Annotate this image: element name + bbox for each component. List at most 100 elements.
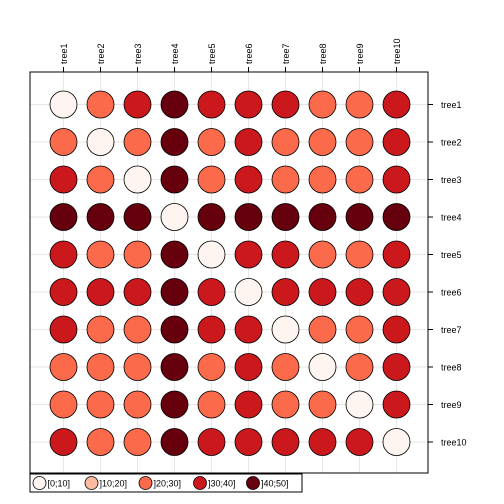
data-circle — [234, 90, 263, 119]
data-circle — [382, 90, 411, 119]
row-label: tree7 — [441, 325, 462, 335]
data-circle — [123, 240, 152, 269]
data-circle — [197, 353, 226, 381]
data-circle — [382, 390, 411, 419]
data-circle — [271, 390, 300, 419]
data-circle — [86, 128, 115, 156]
data-circle — [160, 240, 189, 269]
column-labels: tree1 tree2 tree3 tree4 tree5 tree6 tree7 tree8… — [59, 38, 402, 64]
legend-label: ]20;30] — [154, 479, 182, 489]
plot-frame — [29, 71, 429, 474]
data-circle — [271, 428, 300, 456]
data-circle — [197, 165, 226, 194]
row-label: tree5 — [441, 250, 462, 260]
data-circle — [308, 315, 337, 344]
data-circle — [49, 428, 78, 456]
data-circle — [308, 390, 337, 419]
data-circle — [308, 165, 337, 194]
data-circle — [345, 165, 374, 194]
data-circle — [234, 315, 263, 344]
legend-swatch — [138, 476, 153, 490]
row-label: tree2 — [441, 138, 462, 148]
data-circle — [308, 128, 337, 156]
data-circle — [234, 203, 263, 231]
column-label: tree2 — [96, 43, 106, 64]
column-label: tree8 — [318, 43, 328, 64]
row-label: tree4 — [441, 213, 462, 223]
data-circle — [49, 90, 78, 119]
data-circle — [86, 278, 115, 306]
data-circle — [49, 390, 78, 419]
data-circle — [271, 165, 300, 194]
legend-swatch — [193, 476, 207, 490]
data-circle — [345, 390, 374, 419]
data-circle — [160, 428, 189, 456]
column-label: tree6 — [244, 43, 254, 64]
data-circle — [382, 203, 411, 231]
data-circle — [86, 353, 115, 381]
data-circle — [123, 390, 152, 419]
row-label: tree3 — [441, 175, 462, 185]
data-circle — [160, 353, 189, 381]
legend-box — [29, 473, 303, 493]
column-label: tree7 — [281, 43, 291, 64]
data-circle — [345, 240, 374, 269]
column-label: tree9 — [355, 43, 365, 64]
legend-swatch — [84, 476, 99, 490]
data-circle — [271, 353, 300, 381]
data-circle — [123, 203, 152, 231]
data-circle — [160, 165, 189, 194]
row-label: tree6 — [441, 288, 462, 298]
data-circle — [308, 240, 337, 269]
legend: [0;10] ]10;20] ]20;30] ]30;40] ]40;50] — [29, 473, 303, 493]
data-circle — [160, 203, 189, 231]
data-circle — [197, 128, 226, 156]
data-circle — [234, 278, 263, 306]
row-label: tree9 — [441, 400, 462, 410]
data-circle — [49, 240, 78, 269]
data-circle — [382, 278, 411, 306]
data-circle — [345, 203, 374, 231]
data-circle — [271, 90, 300, 119]
data-circle — [345, 428, 374, 456]
legend-label: ]40;50] — [261, 479, 289, 489]
data-circle — [345, 90, 374, 119]
data-circle — [308, 203, 337, 231]
legend-swatch — [32, 476, 47, 490]
data-circle — [234, 390, 263, 419]
data-circle — [382, 165, 411, 194]
legend-label: ]10;20] — [100, 479, 128, 489]
data-circle — [160, 128, 189, 156]
row-label: tree8 — [441, 363, 462, 373]
legend-label: ]30;40] — [208, 479, 236, 489]
data-circle — [123, 90, 152, 119]
data-circle — [123, 315, 152, 344]
data-circle — [345, 353, 374, 381]
data-circle — [308, 428, 337, 456]
data-circle — [123, 353, 152, 381]
data-circle — [345, 128, 374, 156]
data-circle — [382, 428, 411, 456]
data-circle — [49, 203, 78, 231]
data-circle — [123, 128, 152, 156]
data-circle — [86, 240, 115, 269]
data-circle — [86, 90, 115, 119]
column-label: tree4 — [170, 43, 180, 64]
data-circle — [197, 278, 226, 306]
data-circle — [345, 278, 374, 306]
data-circle — [123, 165, 152, 194]
data-circle — [271, 203, 300, 231]
data-circle — [308, 353, 337, 381]
data-circle — [382, 315, 411, 344]
data-circle — [197, 390, 226, 419]
legend-swatch — [246, 476, 260, 490]
data-circle — [123, 278, 152, 306]
data-circle — [308, 278, 337, 306]
data-circle — [197, 90, 226, 119]
legend-label: [0;10] — [48, 479, 71, 489]
data-circle — [382, 353, 411, 381]
data-circle — [49, 353, 78, 381]
data-circle — [123, 428, 152, 456]
data-circle — [160, 390, 189, 419]
data-circle — [86, 428, 115, 456]
